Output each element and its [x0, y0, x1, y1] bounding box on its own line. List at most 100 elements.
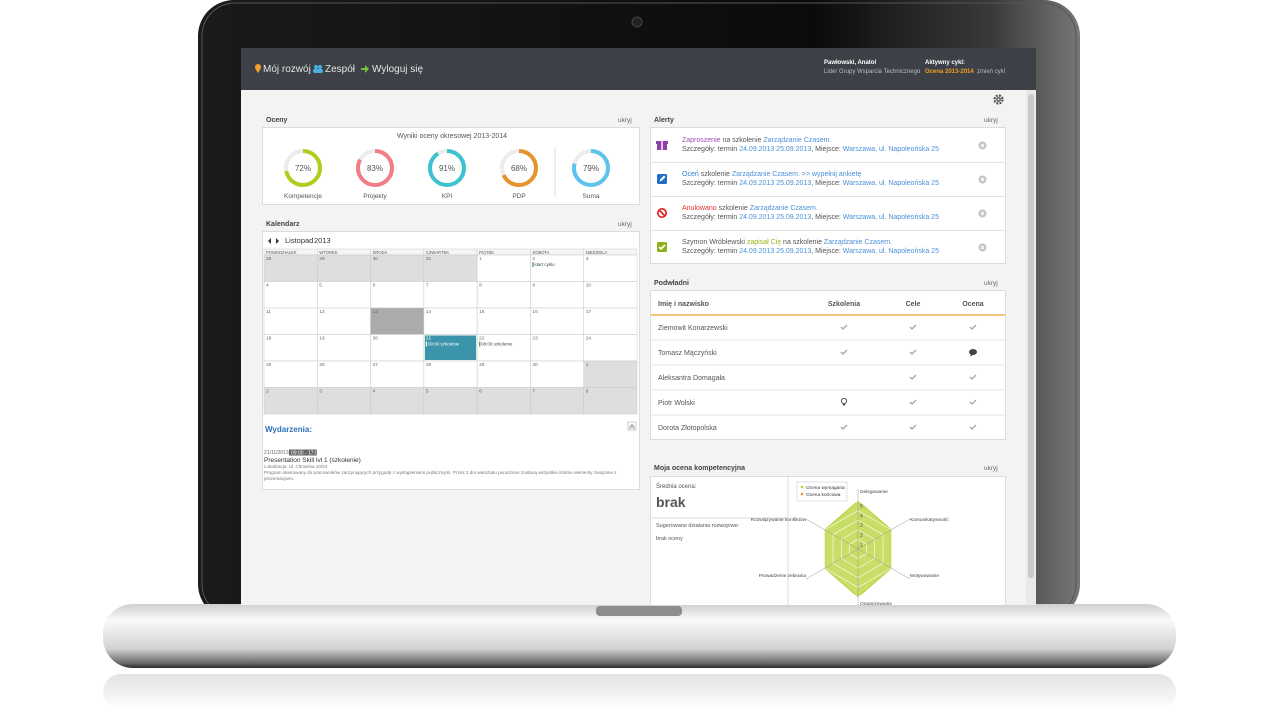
alert-text: Zarządzanie Czasem.	[823, 239, 893, 246]
event-location: Lokalizacja: Ul. Chmielna 10/23	[264, 464, 328, 469]
day-number: 23	[532, 336, 538, 342]
team-table: Imię i nazwisko Szkolenia Cele Ocena Ziemowi…	[651, 301, 1005, 432]
pin-icon	[255, 64, 261, 73]
day-cell	[583, 334, 638, 362]
day-cell	[263, 360, 318, 388]
hide-link[interactable]: ukryj	[984, 465, 998, 472]
nav-link[interactable]: Mój rozwój	[255, 64, 311, 75]
panel-title: Kalendarz	[266, 221, 300, 228]
weekday: CZWARTEK	[426, 250, 449, 255]
day-number: 15	[479, 309, 485, 315]
member-name: Piotr Wolski	[658, 400, 695, 407]
logout-icon	[361, 65, 369, 73]
day-number: 13	[373, 309, 379, 315]
hide-link[interactable]: ukryj	[984, 117, 998, 124]
gauge-value: 83%	[367, 164, 383, 173]
event-time: 09:00 - 17:00	[291, 450, 321, 456]
user-name: Pawłowski, Anatol	[824, 60, 877, 66]
gauge-arc	[572, 149, 610, 187]
day-cell	[423, 387, 478, 415]
comment-icon	[969, 349, 977, 355]
nav-label: Mój rozwój	[263, 64, 311, 75]
check-icon	[969, 399, 977, 406]
day-cell	[423, 360, 478, 388]
dismiss-button[interactable]	[978, 175, 987, 184]
alert-text: , Miejsce:	[811, 180, 841, 187]
hide-link[interactable]: ukryj	[984, 280, 998, 287]
check-icon	[909, 424, 917, 431]
event-cell	[424, 335, 477, 360]
check-icon	[909, 349, 917, 356]
panel-title: Podwładni	[654, 280, 689, 287]
scroll-thumb[interactable]	[1028, 94, 1034, 578]
day-number: 6	[373, 283, 376, 289]
radar-label: Prowadzenie zebrania	[759, 573, 807, 579]
day-number: 16	[532, 309, 538, 315]
camera	[631, 16, 643, 28]
check-icon	[969, 374, 977, 381]
day-number: 25	[266, 362, 272, 368]
hide-link[interactable]: ukryj	[618, 117, 632, 124]
hide-link[interactable]: ukryj	[618, 221, 632, 228]
alert-icon	[657, 242, 667, 252]
cycle-value[interactable]: Ocena 2013-2014	[925, 69, 974, 75]
alert-icon	[656, 141, 668, 150]
day-number: 7	[426, 283, 429, 289]
day-number: 17	[586, 309, 592, 315]
dismiss-button[interactable]	[978, 141, 987, 150]
year: 2013	[314, 236, 331, 245]
alert-text: Anulowano	[682, 205, 717, 212]
icon	[657, 208, 667, 218]
icon	[657, 242, 667, 252]
day-number: 9	[532, 283, 535, 289]
collapse-button[interactable]	[627, 421, 637, 431]
alert-text: 24.09.2013 25.09.2013	[739, 248, 812, 255]
day-cell	[317, 360, 371, 388]
day-cell	[530, 281, 584, 309]
panel-title: Moja ocena kompetencyjna	[654, 465, 746, 472]
gauge-value: 68%	[511, 164, 527, 173]
gauge-arc	[500, 149, 538, 187]
alert-text: szkolenie	[700, 171, 730, 178]
base-notch	[596, 606, 682, 616]
row-divider	[651, 230, 1005, 231]
day-number: 30	[373, 256, 379, 262]
alert-line: Anulowano szkolenie Zarządzanie Czasem.	[682, 205, 818, 212]
scrollbar[interactable]	[1026, 90, 1036, 605]
day-cell	[317, 387, 371, 415]
radar-axis	[805, 518, 859, 550]
gauge-value: 79%	[583, 164, 599, 173]
base-reflection	[103, 674, 1176, 710]
gauge-value: 91%	[439, 164, 455, 173]
dismiss-button[interactable]	[978, 243, 987, 252]
alert-text: Szczegóły: termin	[682, 248, 738, 255]
check-icon	[909, 374, 917, 381]
alert-text: Szymon Wróblewski	[682, 239, 745, 246]
month-arrows[interactable]	[268, 238, 279, 244]
check-icon	[840, 424, 848, 431]
calendar: Listopad 2013 Wydarzenia: 21/11/2013 09:…	[263, 236, 638, 469]
event-label: 09:00 szkolenie	[428, 342, 460, 347]
day-number: 8	[586, 389, 589, 395]
cycle-change[interactable]: zmień cykl	[977, 69, 1006, 75]
team-panel: Imię i nazwisko Szkolenia Cele Ocena Ziemowi…	[650, 290, 1006, 440]
settings-gear[interactable]	[993, 94, 1004, 105]
event-time-badge	[289, 449, 317, 456]
event-marker	[532, 262, 534, 267]
alert-text: Oceń	[682, 171, 699, 178]
weekday: SOBOTA	[532, 250, 549, 255]
day-cell	[317, 254, 371, 282]
dismiss-button[interactable]	[978, 209, 987, 218]
gauge-label: Suma	[583, 193, 600, 200]
radar-label: Delegowanie	[860, 489, 888, 495]
gauge-label: PDP	[512, 193, 525, 200]
dismiss-x	[980, 245, 985, 250]
legend-dot	[800, 492, 804, 496]
day-number: 3	[586, 256, 589, 262]
nav-link[interactable]: Wyloguj się	[361, 64, 423, 75]
event-marker	[425, 341, 428, 347]
scores-chart: Wyniki oceny okresowej 2013-2014 72% Komp…	[284, 133, 610, 200]
nav-link[interactable]: Zespół	[313, 64, 355, 75]
